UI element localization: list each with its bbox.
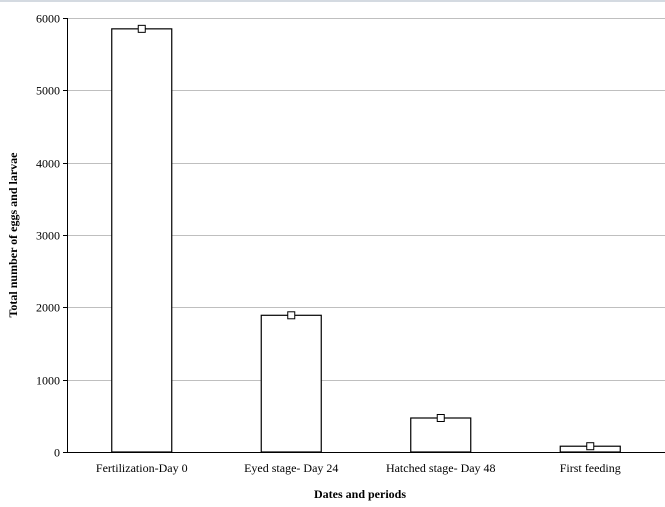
- axes: [63, 18, 665, 453]
- y-tick-label: 1000: [36, 374, 60, 388]
- y-tick-label: 5000: [36, 84, 60, 98]
- bar: [410, 417, 472, 453]
- y-tick-label: 6000: [36, 12, 60, 26]
- y-tick-label: 0: [54, 446, 60, 460]
- x-tick-label: Fertilization-Day 0: [96, 461, 188, 475]
- y-tick-label: 3000: [36, 229, 60, 243]
- bar: [111, 28, 173, 453]
- mean-marker: [436, 414, 445, 423]
- tick-labels: 0 1000 2000 3000 4000 5000 6000 Fertilization-D…: [36, 12, 621, 476]
- mean-marker: [586, 442, 595, 451]
- x-tick-label: Eyed stage- Day 24: [244, 461, 338, 475]
- bars: [111, 24, 621, 453]
- y-tick-label: 4000: [36, 157, 60, 171]
- bar: [260, 314, 322, 453]
- x-tick-label: Hatched stage- Day 48: [386, 461, 496, 475]
- y-tick-label: 2000: [36, 301, 60, 315]
- x-axis-title: Dates and periods: [314, 487, 406, 501]
- mean-marker: [287, 311, 296, 320]
- y-axis-title: Total number of eggs and larvae: [6, 152, 20, 318]
- x-tick-label: First feeding: [560, 461, 621, 475]
- mean-marker: [137, 24, 146, 33]
